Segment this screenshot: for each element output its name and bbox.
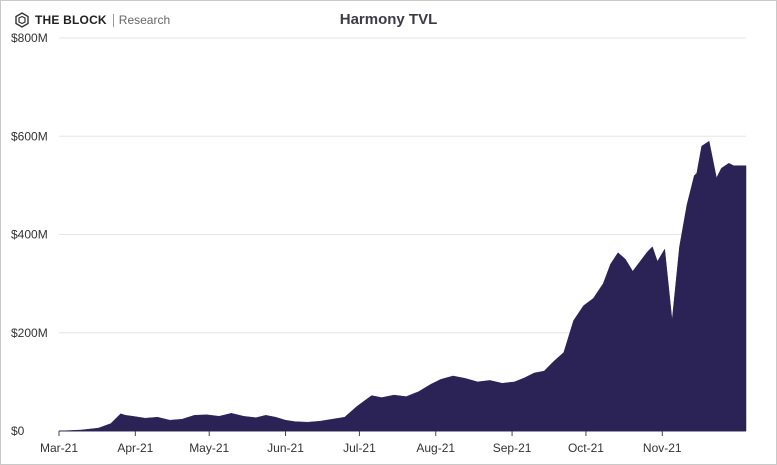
- the-block-logo-icon: [15, 12, 29, 28]
- y-axis: $0 $200M $400M $600M $800M: [11, 31, 48, 438]
- brand: THE BLOCK Research: [14, 11, 170, 29]
- y-tick-label: $0: [11, 424, 25, 438]
- x-axis: Mar-21 Apr-21 May-21 Jun-21 Jul-21 Aug-21 Sep-…: [40, 430, 746, 455]
- plot-area: [58, 140, 747, 432]
- x-tick-label: Mar-21: [40, 441, 78, 455]
- brand-subtitle: Research: [118, 13, 171, 27]
- brand-separator: [112, 13, 114, 27]
- x-tick-label: Oct-21: [568, 441, 604, 455]
- x-tick-label: Jun-21: [267, 441, 304, 455]
- x-tick-label: Aug-21: [416, 441, 455, 455]
- x-tick-label: Apr-21: [117, 441, 153, 455]
- x-tick-label: May-21: [189, 441, 229, 455]
- brand-name: THE BLOCK: [35, 13, 107, 27]
- x-tick-label: Jul-21: [343, 441, 376, 455]
- y-tick-label: $400M: [11, 228, 48, 242]
- chart-title: Harmony TVL: [339, 11, 438, 28]
- x-tick-label: Nov-21: [643, 441, 682, 455]
- x-tick-label: Sep-21: [493, 441, 532, 455]
- y-tick-label: $800M: [11, 31, 48, 45]
- tvl-area-series: [58, 140, 747, 432]
- y-tick-label: $600M: [11, 129, 48, 143]
- y-tick-label: $200M: [11, 326, 48, 340]
